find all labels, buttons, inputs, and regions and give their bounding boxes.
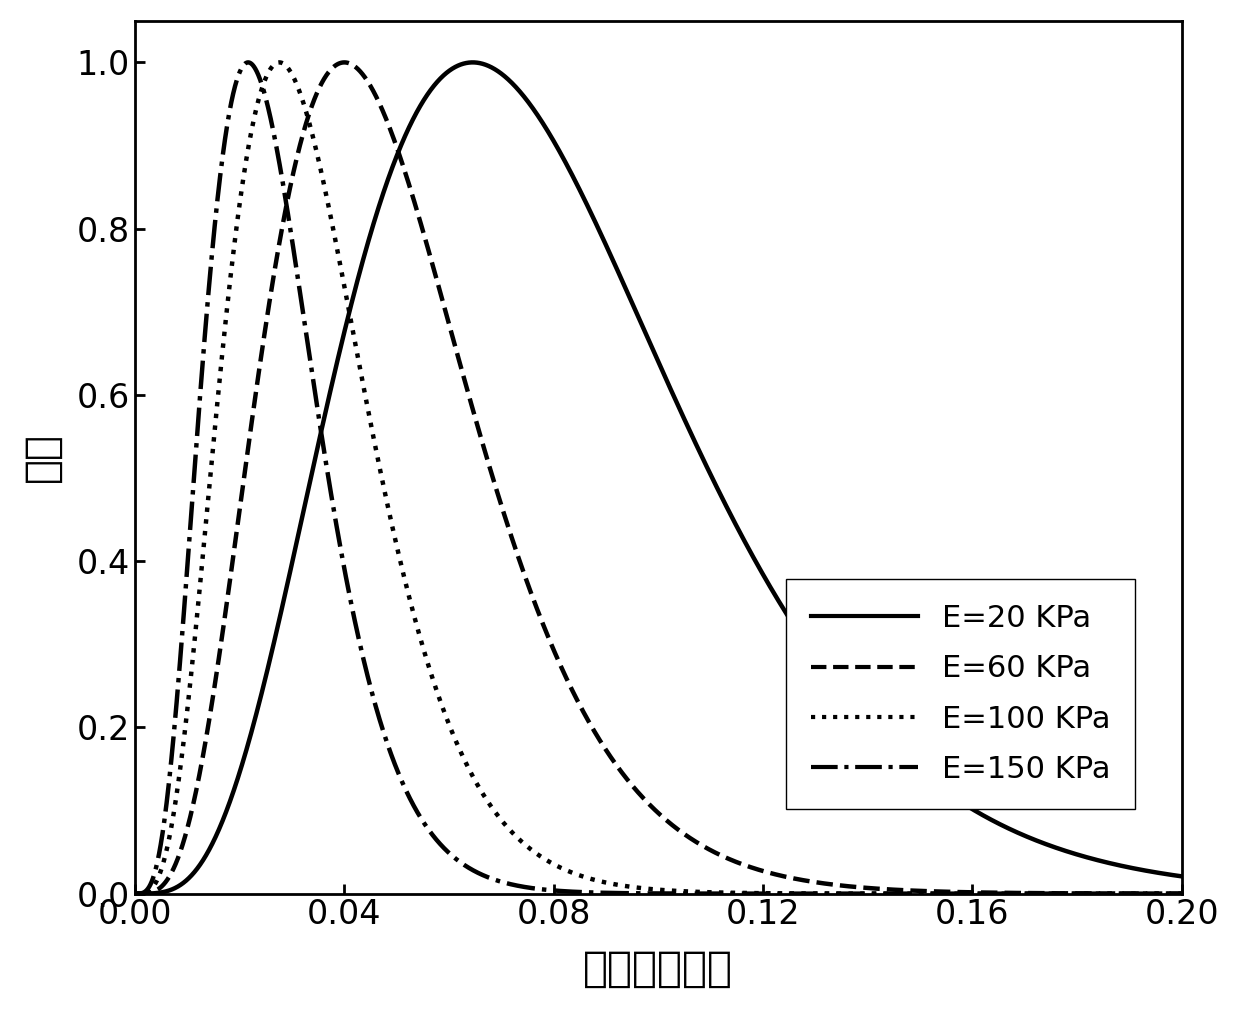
E=60 KPa [332,58,347,70]
E=20 KPa [1106,858,1121,870]
E=60 KPa [1174,888,1189,900]
X-axis label: 时间（微秒）: 时间（微秒） [583,948,733,990]
E=100 KPa [1071,888,1086,900]
E=100 KPa [634,882,649,894]
E=150 KPa [634,888,649,900]
E=20 KPa [332,345,347,357]
E=150 KPa [332,539,347,551]
E=60 KPa [128,888,143,900]
Line: E=20 KPa: E=20 KPa [135,63,1182,894]
Y-axis label: 位移: 位移 [21,433,63,482]
E=20 KPa [1071,849,1086,861]
E=100 KPa [1106,888,1121,900]
E=100 KPa [1174,888,1189,900]
E=60 KPa [852,882,867,894]
E=20 KPa [1099,856,1114,868]
Line: E=60 KPa: E=60 KPa [135,63,1182,894]
Legend: E=20 KPa, E=60 KPa, E=100 KPa, E=150 KPa: E=20 KPa, E=60 KPa, E=100 KPa, E=150 KPa [786,579,1135,809]
E=150 KPa [1106,888,1121,900]
E=20 KPa [634,315,649,328]
E=150 KPa [1174,888,1189,900]
Line: E=100 KPa: E=100 KPa [135,63,1182,894]
E=20 KPa [1174,870,1189,883]
E=60 KPa [1071,888,1086,900]
E=150 KPa [1099,888,1114,900]
E=150 KPa [128,888,143,900]
E=150 KPa [852,888,867,900]
E=100 KPa [128,888,143,900]
E=20 KPa [852,707,867,719]
E=100 KPa [852,888,867,900]
E=60 KPa [1099,888,1114,900]
E=100 KPa [332,258,347,270]
E=60 KPa [337,57,352,69]
E=100 KPa [1099,888,1114,900]
Line: E=150 KPa: E=150 KPa [135,63,1182,894]
E=60 KPa [634,789,649,801]
E=20 KPa [465,57,480,69]
E=60 KPa [1106,888,1121,900]
E=100 KPa [272,57,286,69]
E=150 KPa [1071,888,1086,900]
E=150 KPa [241,57,255,69]
E=20 KPa [128,888,143,900]
